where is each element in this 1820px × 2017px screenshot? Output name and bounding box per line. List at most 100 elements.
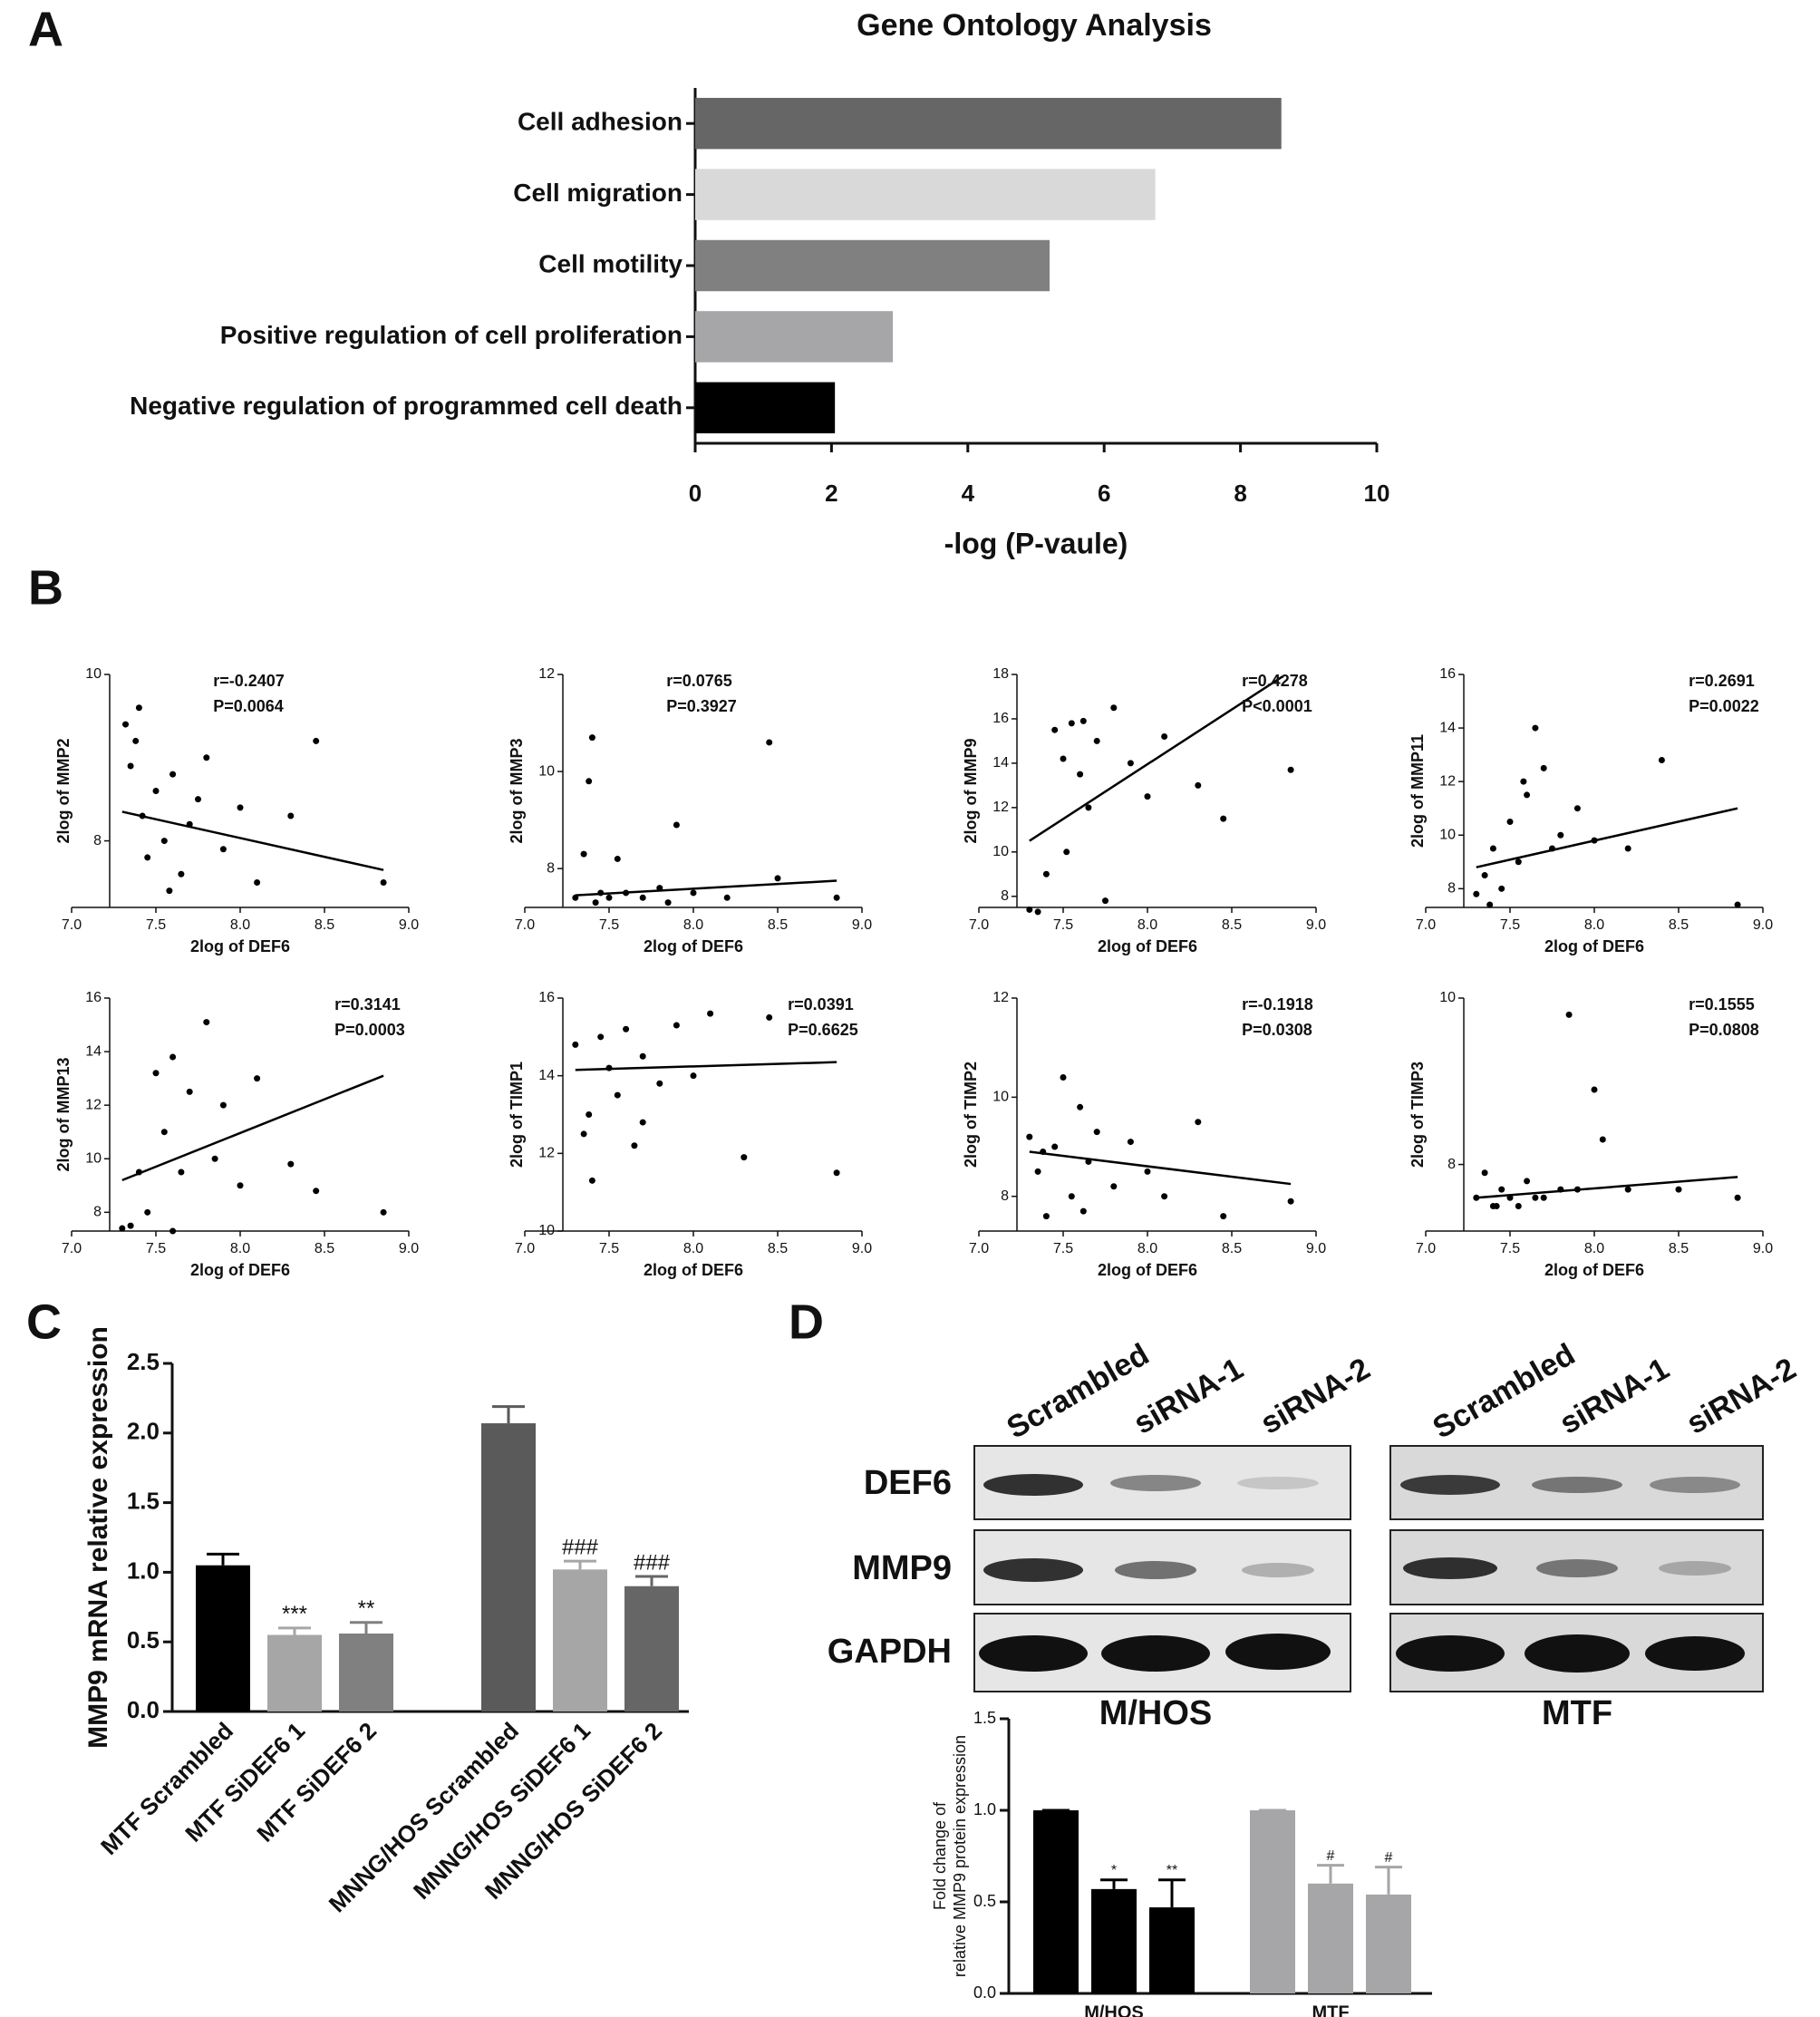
bar: [267, 1634, 322, 1712]
point: [1515, 1202, 1522, 1209]
x-axis-label: 2log of DEF6: [1544, 1261, 1644, 1279]
significance-marker: #: [1327, 1848, 1335, 1864]
point: [219, 1101, 227, 1109]
lane-label: siRNA-2: [1254, 1352, 1376, 1441]
x-tick-label: 6: [1098, 480, 1110, 507]
x-tick-label: 10: [1364, 480, 1390, 507]
point: [707, 1010, 714, 1017]
x-tick-label: 9.0: [852, 1241, 872, 1256]
x-tick-label: 7.5: [1500, 1241, 1520, 1256]
point: [597, 1033, 605, 1041]
annotation: r=0.0391: [788, 995, 854, 1013]
x-tick-label: 7.5: [1053, 917, 1073, 933]
point: [1532, 724, 1539, 732]
error-bar: [207, 1552, 239, 1566]
point: [1026, 906, 1033, 913]
x-axis-label: 2log of DEF6: [644, 1261, 743, 1279]
point: [1102, 897, 1108, 905]
blot-bands: [979, 1474, 1745, 1673]
y-tick-label: 16: [1439, 666, 1456, 682]
annotation: r=0.2691: [1689, 672, 1755, 690]
point: [1287, 1198, 1294, 1205]
point: [254, 1075, 261, 1082]
point: [623, 1025, 630, 1033]
point: [1540, 1194, 1547, 1201]
x-tick-label: 8.5: [1222, 1241, 1242, 1256]
significance-marker: *: [1111, 1863, 1117, 1878]
annotation: r=0.3141: [334, 995, 401, 1013]
point: [690, 1072, 697, 1080]
point: [833, 894, 840, 901]
x-tick-label: 8.5: [315, 1241, 334, 1256]
y-tick-label: 8: [1001, 1188, 1009, 1204]
y-tick-label: 2.5: [127, 1348, 160, 1375]
bar: [339, 1633, 393, 1712]
point: [127, 762, 134, 770]
y-axis-label: 2log of TIMP2: [962, 1062, 980, 1168]
x-tick-label: 9.0: [1753, 917, 1773, 933]
error-bar: [278, 1626, 311, 1635]
y-axis-label: 2log of MMP13: [54, 1057, 73, 1171]
trend-line: [1029, 1150, 1292, 1186]
x-tick-label: 0: [689, 480, 702, 507]
y-tick-label: 16: [538, 990, 555, 1005]
x-tick-label: 7.0: [1416, 1241, 1436, 1256]
bar: [695, 382, 836, 434]
point: [639, 894, 646, 901]
y-tick-label: 0.0: [973, 1983, 996, 2002]
point: [1034, 1168, 1041, 1175]
significance-marker: ###: [634, 1550, 671, 1575]
point: [605, 894, 613, 901]
category-label: Positive regulation of cell proliferatio…: [220, 321, 682, 349]
y-tick-label: 8: [93, 1205, 102, 1220]
annotation: r=-0.1918: [1242, 995, 1313, 1013]
trend-line: [1029, 675, 1283, 842]
x-tick-label: 2: [825, 480, 837, 507]
x-tick-label: 8.0: [1584, 1241, 1604, 1256]
point: [152, 788, 160, 794]
x-tick-label: 7.5: [599, 1241, 619, 1256]
y-tick-label: 16: [85, 990, 102, 1005]
point: [586, 1111, 593, 1118]
point: [1557, 831, 1564, 839]
panel-label: A: [28, 2, 63, 56]
bar: [481, 1423, 536, 1712]
y-tick-label: 0.5: [973, 1892, 996, 1910]
point: [127, 1222, 134, 1229]
point: [1034, 908, 1041, 916]
annotation: r=-0.2407: [213, 672, 285, 690]
point: [639, 1052, 646, 1060]
point: [1591, 1086, 1598, 1093]
point: [766, 739, 773, 746]
x-tick-label: 7.0: [62, 917, 82, 933]
y-tick-label: 14: [1439, 720, 1456, 735]
error-bar: [1100, 1878, 1128, 1889]
x-tick-label: 7.5: [1500, 917, 1520, 933]
point: [1287, 766, 1294, 773]
point: [211, 1155, 218, 1162]
point: [1524, 791, 1531, 799]
point: [1042, 870, 1050, 878]
x-tick-label: 7.5: [1053, 1241, 1073, 1256]
bar: [1091, 1888, 1137, 1993]
bar: [1149, 1907, 1195, 1993]
point: [588, 1177, 595, 1184]
point: [673, 821, 680, 829]
point: [287, 812, 295, 819]
point: [1079, 717, 1087, 724]
group-label: MTF: [1312, 2002, 1349, 2017]
y-tick-label: 14: [85, 1043, 102, 1059]
y-axis-label: 2log of MMP2: [54, 739, 73, 844]
x-tick-label: 7.0: [515, 917, 535, 933]
y-tick-label: 1.0: [127, 1556, 160, 1584]
x-tick-label: 8.0: [683, 917, 703, 933]
protein-label: MMP9: [852, 1549, 952, 1587]
point: [1515, 858, 1522, 866]
point: [631, 1142, 638, 1149]
point: [1110, 704, 1118, 712]
bar: [1308, 1883, 1353, 1993]
x-tick-label: 8.0: [1584, 917, 1604, 933]
bar: [695, 169, 1156, 220]
y-tick-label: 8: [93, 833, 102, 848]
point: [380, 1208, 387, 1216]
